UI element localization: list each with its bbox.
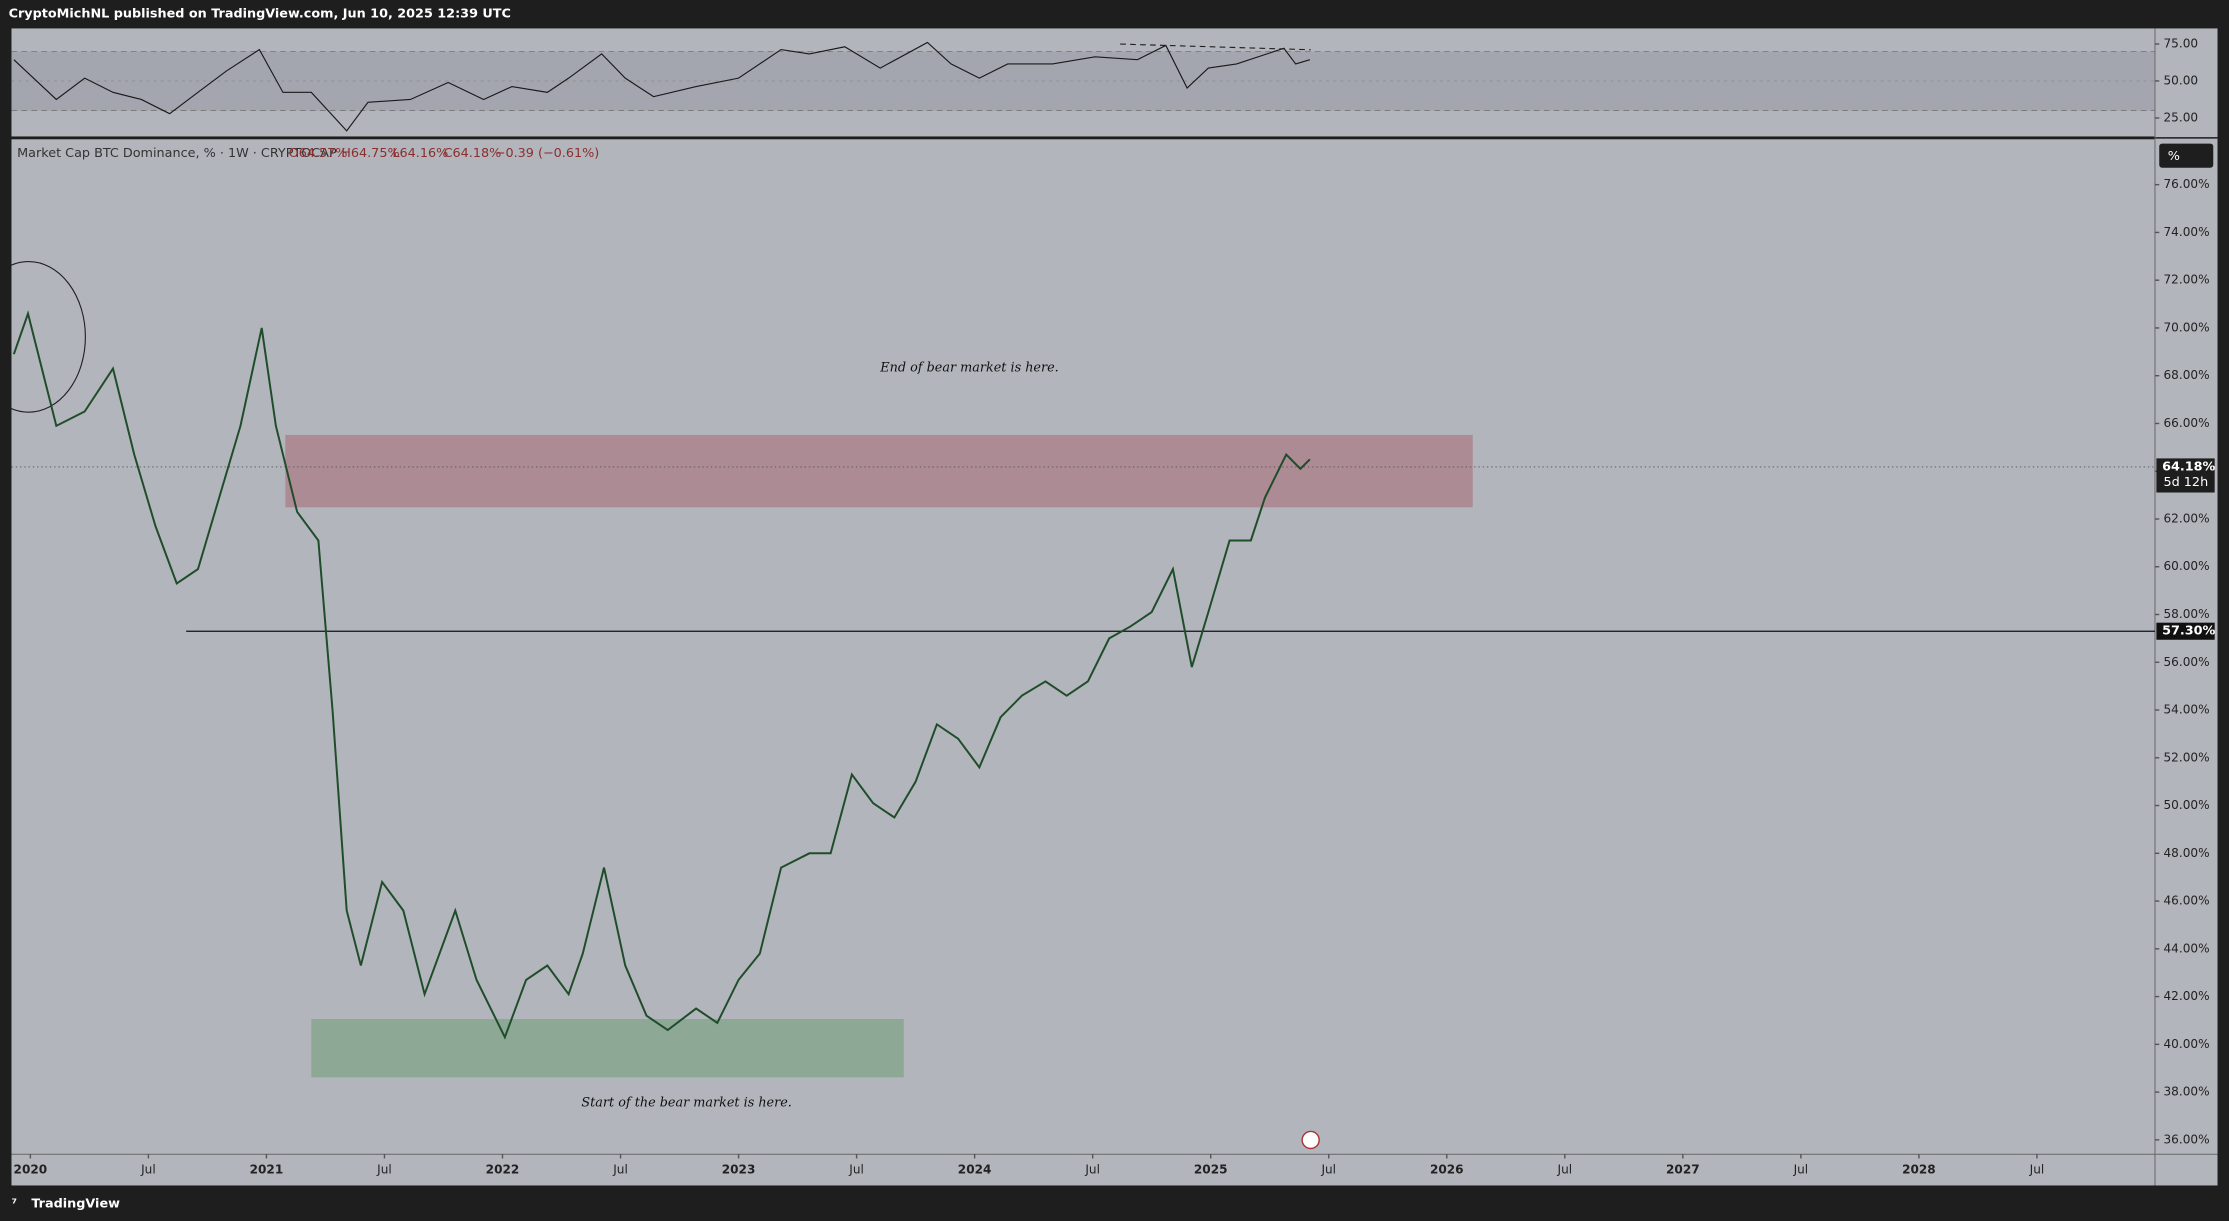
x-tick-label: Jul <box>376 1162 392 1176</box>
series <box>12 310 1311 1040</box>
zone <box>285 434 1473 508</box>
y-tick-label: 54.00% <box>2164 703 2210 717</box>
time-scale <box>11 1154 2218 1186</box>
y-tick-label: 50.00 <box>2164 73 2199 87</box>
y-tick-label: 70.00% <box>2164 320 2210 334</box>
x-tick-label: 2027 <box>1666 1162 1700 1176</box>
y-tick-label: 76.00% <box>2164 177 2210 191</box>
x-tick-label: 2020 <box>14 1162 48 1176</box>
y-tick-label: 48.00% <box>2164 846 2210 860</box>
x-tick-label: Jul <box>1084 1162 1100 1176</box>
y-tick-label: 25.00 <box>2164 110 2199 124</box>
y-tick-label: 44.00% <box>2164 941 2210 955</box>
y-tick-label: 46.00% <box>2164 894 2210 908</box>
y-tick-label: 36.00% <box>2164 1132 2210 1146</box>
y-tick-label: 72.00% <box>2164 273 2210 287</box>
legend-change: −0.39 (−0.61%) <box>495 146 600 161</box>
level-tag <box>2156 622 2215 640</box>
x-tick-label: Jul <box>1320 1162 1336 1176</box>
last-price-tag <box>2156 458 2215 493</box>
legend-symbol: Market Cap BTC Dominance, % · 1W · CRYPT… <box>17 146 337 161</box>
legend-open: O64.57% <box>289 146 348 161</box>
x-tick-label: 2023 <box>722 1162 756 1176</box>
legend: Market Cap BTC Dominance, % · 1W · CRYPT… <box>17 146 599 161</box>
y-tick-label: 60.00% <box>2164 559 2210 573</box>
x-tick-label: 2025 <box>1194 1162 1228 1176</box>
y-tick-label: 68.00% <box>2164 368 2210 382</box>
divergence-line <box>1120 43 1311 51</box>
level-label: 57.30% <box>2162 624 2215 639</box>
y-tick-label: 40.00% <box>2164 1037 2210 1051</box>
y-tick-label: 56.00% <box>2164 655 2210 669</box>
y-tick-label: 62.00% <box>2164 511 2210 525</box>
y-tick-label: 75.00 <box>2164 36 2199 50</box>
y-tick-label: 66.00% <box>2164 416 2210 430</box>
scale-button[interactable] <box>2159 143 2214 168</box>
series <box>13 41 1311 132</box>
x-tick-label: Jul <box>848 1162 864 1176</box>
x-tick-label: Jul <box>1557 1162 1573 1176</box>
y-tick-label: 58.00% <box>2164 607 2210 621</box>
x-tick-label: 2026 <box>1430 1162 1464 1176</box>
x-tick-label: Jul <box>140 1162 156 1176</box>
zone <box>311 1019 904 1078</box>
circle-drawing <box>11 260 86 413</box>
legend-high: H64.75% <box>341 146 399 161</box>
y-tick-label: 74.00% <box>2164 225 2210 239</box>
price-scale <box>2154 28 2218 1155</box>
annotation: End of bear market is here. <box>879 361 1058 376</box>
x-tick-label: 2024 <box>958 1162 992 1176</box>
line-series <box>12 310 1311 1040</box>
last-price-label: 64.18% <box>2162 459 2215 474</box>
countdown: 5d 12h <box>2164 475 2209 490</box>
x-tick-label: Jul <box>1793 1162 1809 1176</box>
x-tick-label: 2022 <box>486 1162 520 1176</box>
legend-close: C64.18% <box>444 146 502 161</box>
brand-logo: ⁷ <box>11 1196 17 1211</box>
annotation: Start of the bear market is here. <box>581 1096 791 1111</box>
event-icon[interactable] <box>1301 1130 1320 1150</box>
scale-button-label[interactable]: % <box>2168 149 2180 164</box>
y-tick-label: 50.00% <box>2164 798 2210 812</box>
y-tick-label: 38.00% <box>2164 1085 2210 1099</box>
legend-low: L64.16% <box>392 146 448 161</box>
byline: CryptoMichNL published on TradingView.co… <box>9 7 511 22</box>
rsi-pane <box>11 28 2155 137</box>
y-tick-label: 42.00% <box>2164 989 2210 1003</box>
x-tick-label: 2028 <box>1902 1162 1936 1176</box>
x-tick-label: 2021 <box>250 1162 284 1176</box>
y-tick-label: 52.00% <box>2164 750 2210 764</box>
x-tick-label: Jul <box>2029 1162 2045 1176</box>
brand: TradingView <box>31 1196 120 1211</box>
line-series <box>13 41 1311 132</box>
price-pane <box>11 139 2155 1155</box>
x-tick-label: Jul <box>612 1162 628 1176</box>
